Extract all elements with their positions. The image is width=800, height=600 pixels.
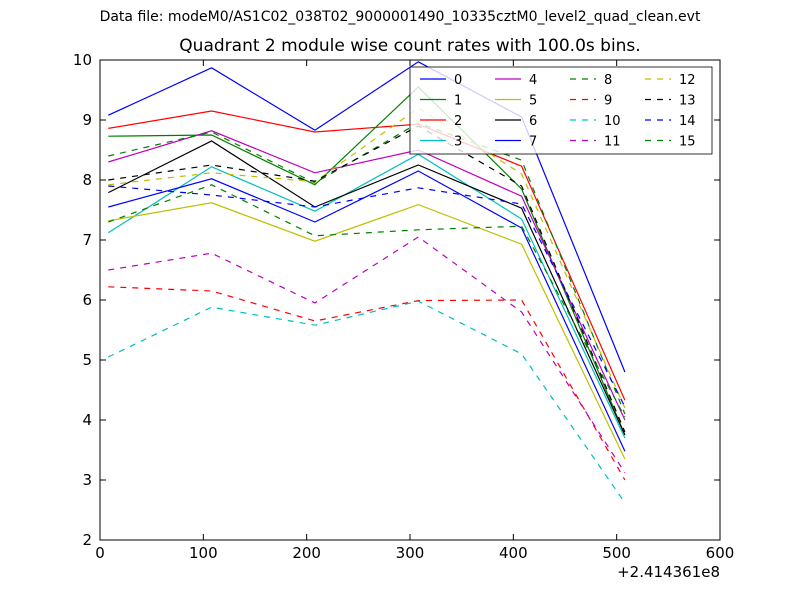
legend-label-1: 1 (454, 94, 462, 109)
series-line-0 (108, 61, 626, 373)
legend-label-10: 10 (604, 114, 621, 129)
legend-label-4: 4 (529, 73, 537, 88)
series-line-4 (108, 130, 626, 421)
legend-label-9: 9 (604, 94, 612, 109)
x-tick-label: 0 (95, 544, 105, 562)
legend-label-0: 0 (454, 73, 462, 88)
x-axis-offset-label: +2.414361e8 (617, 563, 720, 581)
series-line-7 (108, 170, 626, 452)
y-tick-label: 10 (73, 51, 92, 69)
legend-label-2: 2 (454, 114, 462, 129)
y-tick-label: 6 (82, 291, 92, 309)
legend-label-3: 3 (454, 135, 462, 150)
x-tick-label: 400 (499, 544, 528, 562)
y-tick-label: 3 (82, 471, 92, 489)
legend-label-15: 15 (679, 135, 696, 150)
series-line-13 (108, 125, 626, 433)
legend-label-13: 13 (679, 94, 696, 109)
series-line-10 (108, 300, 626, 504)
series-line-1 (108, 86, 626, 436)
series-line-8 (108, 122, 626, 415)
legend-label-12: 12 (679, 73, 696, 88)
x-tick-label: 200 (292, 544, 321, 562)
y-tick-label: 8 (82, 171, 92, 189)
y-tick-label: 7 (82, 231, 92, 249)
series-line-5 (108, 202, 626, 460)
plot-title: Quadrant 2 module wise count rates with … (179, 36, 641, 56)
figure-suptitle: Data file: modeM0/AS1C02_038T02_90000014… (99, 9, 701, 25)
y-tick-label: 5 (82, 351, 92, 369)
legend-label-11: 11 (604, 135, 621, 150)
y-tick-label: 4 (82, 411, 92, 429)
x-tick-label: 600 (706, 544, 735, 562)
series-line-14 (108, 185, 626, 408)
legend-label-5: 5 (529, 94, 537, 109)
legend-box (409, 66, 713, 155)
legend-label-14: 14 (679, 114, 696, 129)
y-tick-label: 2 (82, 531, 92, 549)
series-line-12 (108, 107, 626, 409)
series-line-6 (108, 140, 626, 436)
legend-label-7: 7 (529, 135, 537, 150)
series-lines-layer (107, 61, 626, 504)
x-tick-label: 100 (189, 544, 218, 562)
y-tick-label: 9 (82, 111, 92, 129)
legend-label-8: 8 (604, 73, 612, 88)
series-line-11 (108, 236, 626, 474)
x-tick-label: 500 (602, 544, 631, 562)
x-tick-label: 300 (396, 544, 425, 562)
series-line-3 (107, 153, 626, 439)
series-line-9 (108, 286, 626, 481)
series-line-15 (108, 184, 626, 418)
legend-label-6: 6 (529, 114, 537, 129)
series-line-2 (108, 110, 626, 401)
